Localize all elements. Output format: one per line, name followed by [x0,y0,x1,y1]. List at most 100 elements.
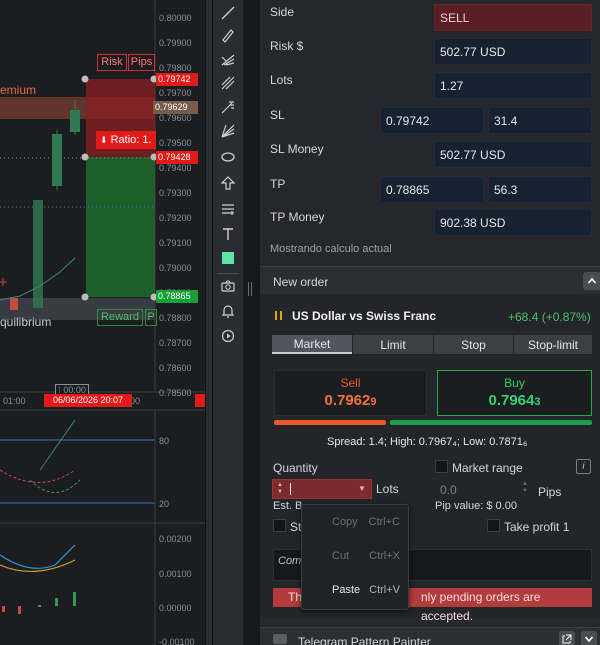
tp-pips-field[interactable]: 56.3 [488,176,592,203]
paste-label: Paste [332,584,361,596]
context-menu-paste[interactable]: Paste Ctrl+V [302,579,410,603]
replay-icon[interactable] [217,325,239,347]
price-axis-label: 0.79900 [159,38,192,48]
pip-value-text: Pip value: $ 0.00 [435,500,517,512]
take-profit-label: Take profit 1 [504,520,570,534]
stop-loss-checkbox[interactable] [273,519,286,532]
expand-chevron-icon[interactable] [581,631,597,645]
sl-pips-field[interactable]: 31.4 [488,107,592,134]
open-external-icon[interactable] [559,631,575,645]
equilibrium-label: quilibrium [0,315,52,329]
market-range-label: Market range [452,461,523,475]
collapse-chevron-icon[interactable] [583,272,600,290]
pane-divider[interactable] [205,0,213,645]
camera-icon[interactable] [217,275,239,297]
bell-icon[interactable] [217,300,239,322]
tp-handle [81,293,89,301]
sl-price-field[interactable]: 0.79742 [380,107,484,134]
pips-tag[interactable]: Pips [128,54,155,71]
sell-strength-bar [274,420,386,425]
fib-retracement-icon[interactable] [217,96,239,118]
lots-field[interactable]: 1.27 [434,72,592,99]
lots-unit-label: Lots [376,482,399,496]
fib-channel-icon[interactable] [217,72,239,94]
ratio-badge[interactable]: ⬇ Ratio: 1. [96,131,156,149]
sell-price-pipette: 9 [370,396,377,408]
pause-icon[interactable] [275,311,282,320]
candle [10,298,18,310]
tab-stop[interactable]: Stop [434,335,513,354]
market-range-checkbox[interactable] [435,460,448,473]
sl-price-badge: 0.79742 [156,73,198,86]
crosshair-marker-icon: ⁝ [58,385,61,395]
tab-stop-limit[interactable]: Stop-limit [514,335,592,354]
reward-tag[interactable]: Reward [97,309,143,326]
telegram-section-header[interactable]: Telegram Pattern Painter [260,627,600,645]
ellipse-icon[interactable] [217,146,239,168]
gann-fan-icon[interactable] [217,120,239,142]
tp-label: TP [270,177,286,191]
download-icon: ⬇ [100,135,108,145]
sell-label: Sell [340,376,361,390]
buy-price: 0.79643 [438,392,591,409]
context-menu-cut[interactable]: Cut Ctrl+X [302,545,410,569]
tp-money-label: TP Money [270,210,325,224]
macd-level-label: 0.00000 [159,603,192,613]
sell-price: 0.79629 [275,392,426,409]
copy-shortcut: Ctrl+C [368,516,400,528]
arrow-up-icon[interactable] [217,172,239,194]
buy-label: Buy [504,376,525,390]
entry-price-badge: 0.79428 [156,151,198,164]
reward-pips-tag[interactable]: P [145,309,157,326]
buy-strength-bar [390,420,592,425]
pen-icon[interactable] [217,24,239,46]
price-axis-label: 0.78800 [159,313,192,323]
new-order-header[interactable]: New order [260,266,600,294]
tab-limit[interactable]: Limit [353,335,433,354]
quantity-dropdown-icon[interactable]: ▼ [358,484,366,493]
take-profit-checkbox[interactable] [487,519,500,532]
price-chart[interactable]: 0.80000 0.79900 0.79800 0.79700 0.79600 0.795… [0,0,205,645]
time-badge-tail [195,394,205,407]
pips-input[interactable]: 0.0 ▲ ▼ [435,479,535,499]
pitchfork-icon[interactable] [217,48,239,70]
color-square-icon[interactable] [217,247,239,269]
side-label: Side [270,5,295,19]
premium-label: emium [0,83,37,97]
buy-button[interactable]: Buy 0.79643 [437,370,592,416]
sell-button[interactable]: Sell 0.79629 [274,370,427,416]
tp-money-field[interactable]: 902.38 USD [434,209,592,236]
spread-stats: Spread: 1.4; High: 0.7967₄; Low: 0.7871₆ [327,436,528,448]
risk-tag[interactable]: Risk [97,54,127,71]
price-axis-label: 0.79600 [159,113,192,123]
puzzle-icon [273,634,287,644]
risk-field[interactable]: 502.77 USD [434,38,592,65]
panel-splitter[interactable] [243,0,260,645]
candle [33,200,43,308]
rsi-level-label: 20 [159,499,170,509]
trend-line-icon[interactable] [217,2,239,24]
trade-panel: Side SELL Risk $ 502.77 USD Lots 1.27 SL… [260,0,600,645]
price-axis-label: 0.79400 [159,163,192,173]
info-icon[interactable]: i [576,459,591,474]
tp-price-field[interactable]: 0.78865 [380,176,484,203]
new-order-title: New order [273,275,329,289]
pips-stepper-icon[interactable]: ▲ ▼ [522,481,528,494]
side-field[interactable]: SELL [434,4,592,31]
comment-placeholder: Com [278,555,302,567]
price-axis-label: 0.79800 [159,63,192,73]
text-tool-icon[interactable] [217,223,239,245]
time-axis-label: 00 [130,396,141,406]
macd-level-label: -0.00100 [159,637,195,645]
text-cursor [290,483,291,495]
sl-money-field[interactable]: 502.77 USD [434,141,592,168]
context-menu-copy[interactable]: Copy Ctrl+C [302,511,410,535]
position-calculator: Side SELL Risk $ 502.77 USD Lots 1.27 SL… [260,0,600,262]
measure-icon[interactable] [217,198,239,220]
est-label: Est. B [273,500,303,512]
current-price-badge: 0.79629 [153,101,198,114]
tab-market[interactable]: Market [272,335,352,354]
tp-price-badge: 0.78865 [156,290,198,303]
quantity-input[interactable]: ▲ ▼ ▼ [272,479,372,499]
quantity-stepper-icon[interactable]: ▲ ▼ [277,482,283,495]
